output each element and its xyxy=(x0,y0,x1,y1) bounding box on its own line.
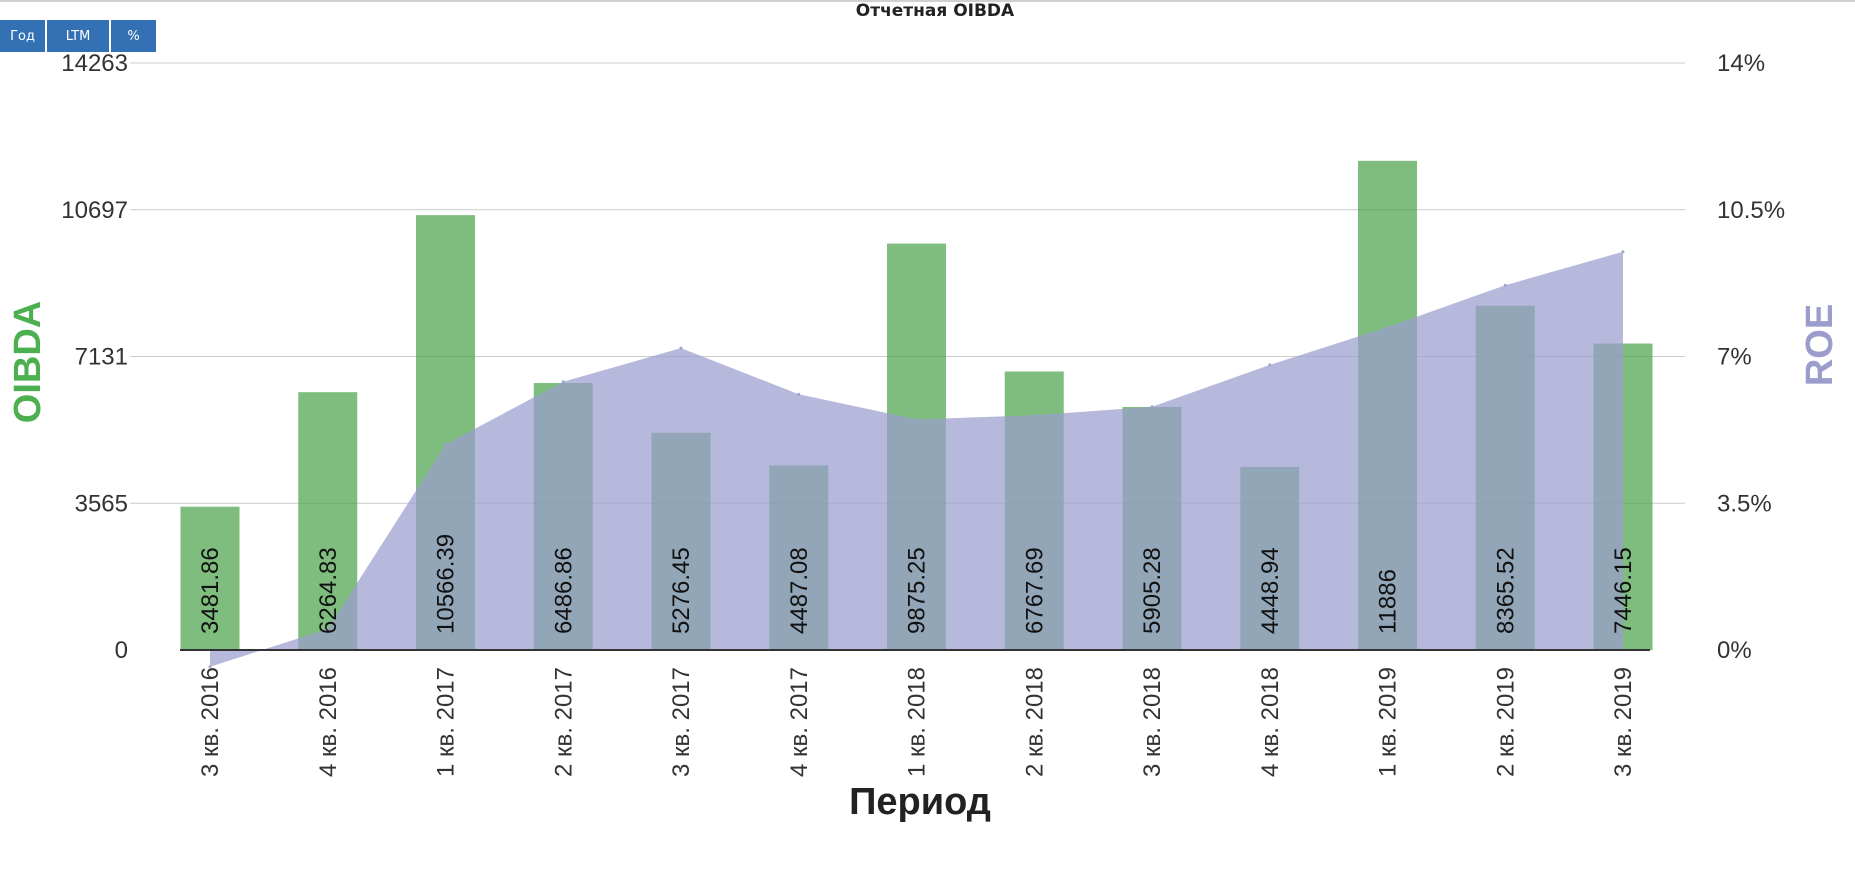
roe-point xyxy=(1032,413,1036,417)
roe-point xyxy=(208,665,212,669)
y-tick-label: 0 xyxy=(115,637,128,664)
bar-value-label: 8365.52 xyxy=(1492,547,1519,634)
bar-value-label: 6486.86 xyxy=(550,547,577,634)
x-axis-ticks: 3 кв. 2016 4 кв. 2016 1 кв. 2017 2 кв. 2017… xyxy=(197,667,1637,777)
y2-tick-label: 3.5% xyxy=(1717,490,1772,517)
tab-year[interactable]: Год xyxy=(0,20,45,52)
y2-tick-label: 10.5% xyxy=(1717,197,1785,224)
bar-value-label: 5905.28 xyxy=(1139,547,1166,634)
roe-point xyxy=(915,417,918,421)
x-tick-label: 3 кв. 2019 xyxy=(1610,667,1637,777)
y-tick-label: 10697 xyxy=(61,197,128,224)
bar-value-label: 4448.94 xyxy=(1257,547,1284,634)
bar-value-label: 10566.39 xyxy=(433,534,460,634)
roe-point xyxy=(1503,283,1507,287)
x-tick-label: 2 кв. 2019 xyxy=(1492,667,1519,777)
left-axis-ticks: 0 3565 7131 10697 14263 xyxy=(61,50,128,664)
x-tick-label: 1 кв. 2018 xyxy=(904,667,931,777)
left-axis-title: OIBDA xyxy=(7,301,49,423)
tab-ltm[interactable]: LTM xyxy=(47,20,109,52)
y-tick-label: 14263 xyxy=(61,50,128,77)
x-tick-label: 4 кв. 2016 xyxy=(315,667,342,777)
x-tick-label: 2 кв. 2017 xyxy=(550,667,577,777)
roe-point xyxy=(797,392,801,396)
x-axis-title: Период xyxy=(849,781,991,823)
x-tick-label: 1 кв. 2017 xyxy=(433,667,460,777)
x-tick-label: 2 кв. 2018 xyxy=(1021,667,1048,777)
bar-value-label: 6767.69 xyxy=(1021,547,1048,634)
roe-point xyxy=(444,443,447,446)
roe-point xyxy=(1150,405,1154,409)
tab-percent[interactable]: % xyxy=(111,20,156,52)
roe-point xyxy=(679,346,683,350)
bar-value-label: 3481.86 xyxy=(197,547,224,634)
x-tick-label: 4 кв. 2018 xyxy=(1257,667,1284,777)
area-series xyxy=(208,250,1625,669)
bar-value-label: 11886 xyxy=(1375,569,1402,634)
roe-point xyxy=(1268,363,1272,367)
x-tick-label: 1 кв. 2019 xyxy=(1375,667,1402,777)
bar-value-label: 4487.08 xyxy=(786,547,813,634)
x-tick-label: 4 кв. 2017 xyxy=(786,667,813,777)
bar-value-label: 7446.15 xyxy=(1610,547,1637,634)
x-tick-label: 3 кв. 2018 xyxy=(1139,667,1166,777)
oibda-bar xyxy=(180,506,240,650)
right-axis-title: ROE xyxy=(1799,304,1841,386)
x-tick-label: 3 кв. 2017 xyxy=(668,667,695,777)
y2-tick-label: 7% xyxy=(1717,344,1752,371)
right-axis-ticks: 0% 3.5% 7% 10.5% 14% xyxy=(1717,50,1785,664)
bar-value-label: 6264.83 xyxy=(315,547,342,634)
top-border xyxy=(0,0,1855,2)
chart-title: Отчетная OIBDA xyxy=(855,1,1015,21)
bar-value-labels: 3481.86 6264.83 10566.39 6486.86 5276.45 4487… xyxy=(197,534,1637,634)
y-tick-label: 7131 xyxy=(75,344,128,371)
roe-point xyxy=(1621,250,1625,254)
y-tick-label: 3565 xyxy=(75,490,128,517)
y2-tick-label: 14% xyxy=(1717,50,1765,77)
roe-point xyxy=(561,380,565,384)
period-tabs: Год LTM % xyxy=(0,20,156,52)
x-tick-label: 3 кв. 2016 xyxy=(197,667,224,777)
y2-tick-label: 0% xyxy=(1717,637,1752,664)
bar-value-label: 5276.45 xyxy=(668,547,695,634)
roe-point xyxy=(326,627,330,631)
roe-point xyxy=(1386,325,1389,329)
roe-area xyxy=(210,251,1623,667)
bar-value-label: 9875.25 xyxy=(904,547,931,634)
